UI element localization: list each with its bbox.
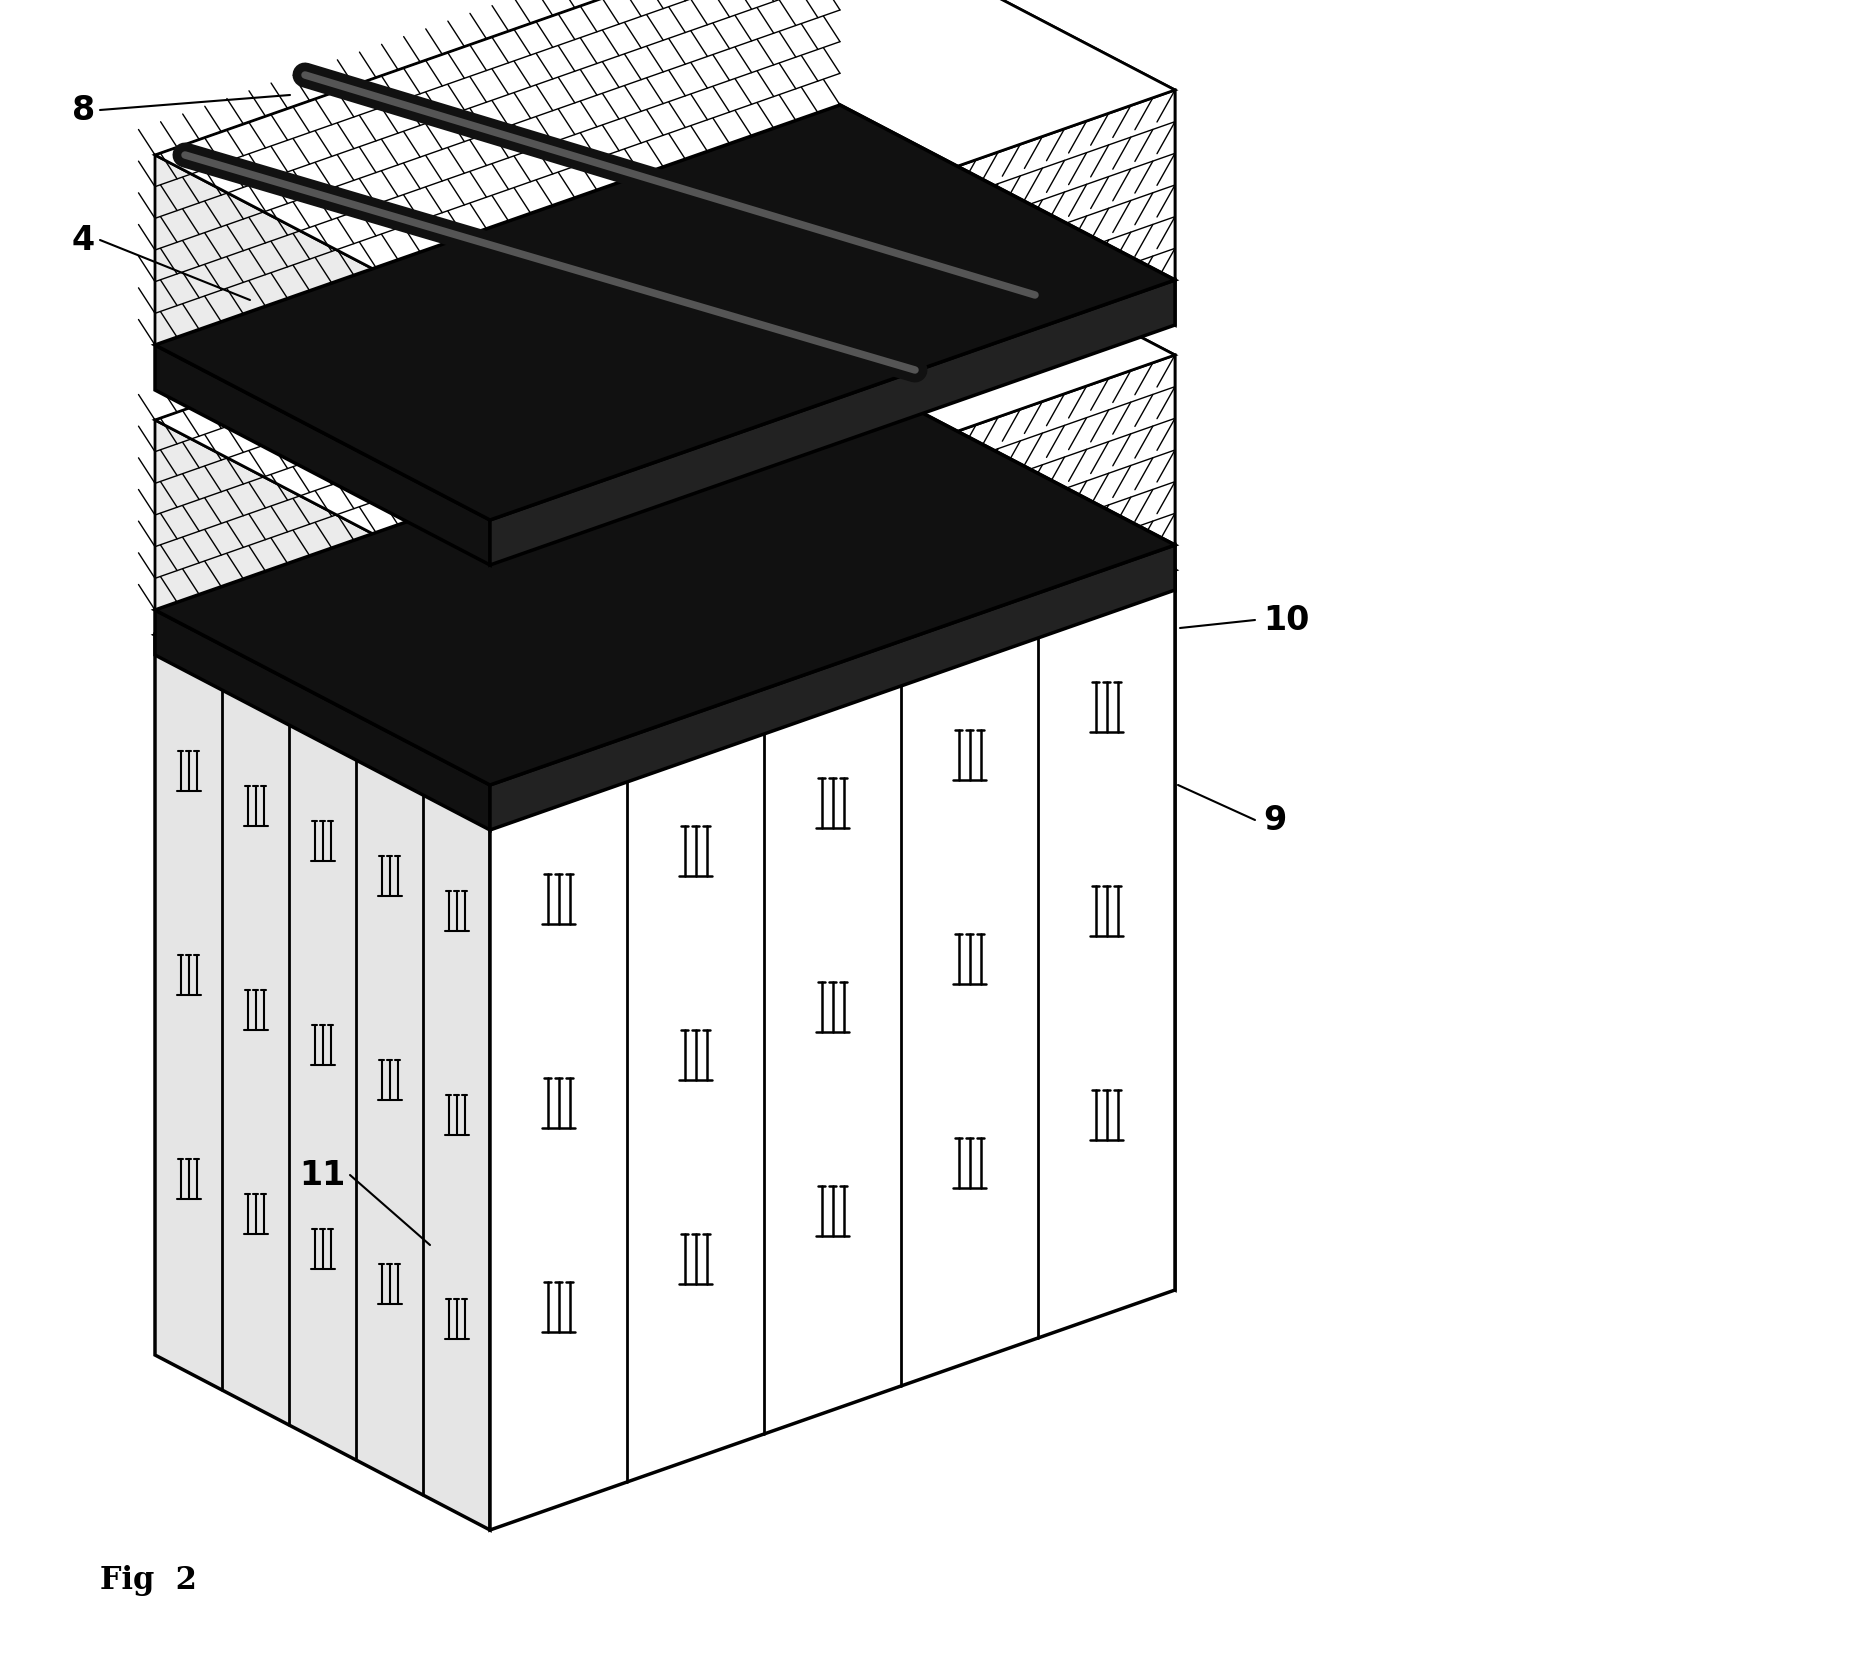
Polygon shape [154, 344, 489, 564]
Polygon shape [154, 370, 1176, 785]
Polygon shape [154, 610, 489, 830]
Text: 4: 4 [73, 223, 95, 257]
Polygon shape [841, 395, 1176, 1290]
Polygon shape [154, 104, 1176, 521]
Polygon shape [489, 544, 1176, 830]
Text: 9: 9 [1263, 803, 1287, 837]
Polygon shape [841, 0, 1176, 281]
Polygon shape [489, 91, 1176, 521]
Polygon shape [154, 635, 489, 1530]
Polygon shape [154, 0, 1176, 329]
Polygon shape [841, 180, 1176, 544]
Polygon shape [154, 155, 489, 521]
Polygon shape [489, 570, 1176, 1530]
Polygon shape [489, 354, 1176, 785]
Polygon shape [489, 281, 1176, 564]
Polygon shape [841, 370, 1176, 590]
Text: 8: 8 [73, 94, 95, 126]
Polygon shape [841, 104, 1176, 324]
Text: 10: 10 [1263, 603, 1309, 637]
Polygon shape [154, 395, 1176, 810]
Text: Fig  2: Fig 2 [100, 1564, 197, 1596]
Polygon shape [154, 420, 489, 785]
Text: 11: 11 [299, 1159, 344, 1191]
Polygon shape [154, 180, 1176, 595]
